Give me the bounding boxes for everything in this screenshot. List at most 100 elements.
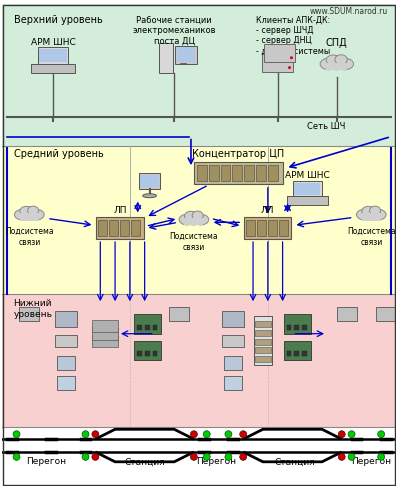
Text: АРМ ШНС: АРМ ШНС (285, 171, 330, 180)
Ellipse shape (28, 209, 44, 220)
Bar (255, 356, 271, 362)
Text: ЛП: ЛП (261, 206, 274, 215)
Ellipse shape (370, 209, 386, 220)
Bar (232, 165, 242, 181)
Bar (92, 320, 118, 332)
Ellipse shape (20, 207, 39, 220)
Bar (134, 341, 161, 360)
Bar (120, 220, 129, 236)
Bar (175, 46, 197, 64)
Circle shape (225, 453, 232, 460)
Bar (222, 311, 244, 327)
Text: СПД: СПД (326, 38, 348, 48)
Text: ЛП: ЛП (113, 206, 127, 215)
Bar (137, 325, 142, 330)
Bar (337, 307, 356, 321)
Ellipse shape (143, 194, 156, 197)
Bar (302, 325, 307, 330)
Text: Перегон: Перегон (26, 457, 66, 466)
Bar (255, 330, 271, 336)
Bar (2, 294, 396, 427)
Ellipse shape (362, 206, 374, 216)
Bar (134, 314, 161, 334)
Bar (286, 325, 292, 330)
Circle shape (378, 453, 385, 460)
Bar (224, 376, 242, 390)
Text: www.SDUM.narod.ru: www.SDUM.narod.ru (310, 6, 388, 16)
Text: Концентратор ЦП: Концентратор ЦП (192, 149, 284, 159)
Bar (131, 220, 140, 236)
Bar (254, 316, 272, 365)
Bar (92, 336, 118, 347)
Ellipse shape (356, 209, 372, 220)
Bar (284, 314, 311, 334)
Circle shape (338, 453, 345, 460)
Ellipse shape (326, 56, 348, 70)
Circle shape (240, 453, 247, 460)
Bar (268, 165, 278, 181)
Ellipse shape (362, 207, 381, 220)
Bar (255, 347, 271, 353)
Bar (152, 351, 158, 356)
Circle shape (288, 66, 291, 69)
Circle shape (92, 453, 99, 460)
Bar (140, 174, 159, 187)
Circle shape (203, 431, 210, 438)
Bar (302, 351, 307, 356)
Text: Станция: Станция (274, 457, 315, 466)
Circle shape (378, 431, 385, 438)
Bar (279, 220, 288, 236)
Bar (244, 218, 292, 239)
Bar (57, 356, 75, 370)
Text: Перегон: Перегон (351, 457, 391, 466)
Bar (209, 165, 218, 181)
Bar (145, 351, 150, 356)
Text: Нижний
уровень: Нижний уровень (14, 299, 52, 318)
Text: АРМ ШНС: АРМ ШНС (31, 38, 75, 47)
Ellipse shape (28, 206, 39, 215)
Ellipse shape (179, 214, 195, 225)
Text: Станция: Станция (124, 457, 165, 466)
Circle shape (203, 453, 210, 460)
Bar (38, 48, 68, 64)
Text: Верхний уровень: Верхний уровень (14, 15, 102, 25)
Text: Сеть ШЧ: Сеть ШЧ (307, 122, 346, 131)
Ellipse shape (370, 206, 381, 215)
Bar (55, 335, 77, 346)
Circle shape (240, 431, 247, 438)
Bar (224, 356, 242, 370)
Bar (222, 335, 244, 346)
Bar (268, 220, 277, 236)
Bar (92, 328, 118, 340)
Text: Клиенты АПК-ДК:
- сервер ШЧД
- сервер ДНЦ
- другие системы: Клиенты АПК-ДК: - сервер ШЧД - сервер ДН… (256, 15, 330, 55)
Bar (152, 325, 158, 330)
Bar (137, 351, 142, 356)
Bar (255, 321, 271, 327)
Bar (284, 341, 311, 360)
Ellipse shape (336, 58, 354, 70)
Ellipse shape (20, 206, 32, 216)
Circle shape (338, 431, 345, 438)
Circle shape (82, 453, 89, 460)
Bar (294, 325, 299, 330)
Bar (362, 214, 381, 220)
Circle shape (348, 453, 355, 460)
Bar (98, 220, 107, 236)
Bar (257, 220, 266, 236)
Text: Средний уровень: Средний уровень (14, 149, 103, 159)
Text: Подсистема
связи: Подсистема связи (5, 227, 54, 246)
Bar (2, 3, 396, 147)
Circle shape (92, 431, 99, 438)
Bar (31, 64, 75, 73)
Ellipse shape (184, 212, 203, 225)
Bar (109, 220, 118, 236)
Bar (20, 214, 39, 220)
Ellipse shape (193, 214, 209, 225)
Bar (220, 165, 230, 181)
Bar (2, 147, 396, 294)
Bar (20, 307, 39, 321)
Bar (194, 162, 283, 184)
Bar (286, 351, 292, 356)
Bar (160, 43, 173, 73)
Text: Перегон: Перегон (196, 457, 237, 466)
